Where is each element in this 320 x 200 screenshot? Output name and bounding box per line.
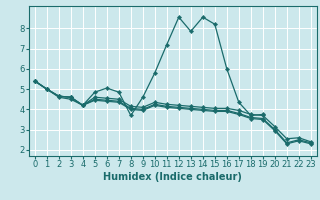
X-axis label: Humidex (Indice chaleur): Humidex (Indice chaleur) [103, 172, 242, 182]
